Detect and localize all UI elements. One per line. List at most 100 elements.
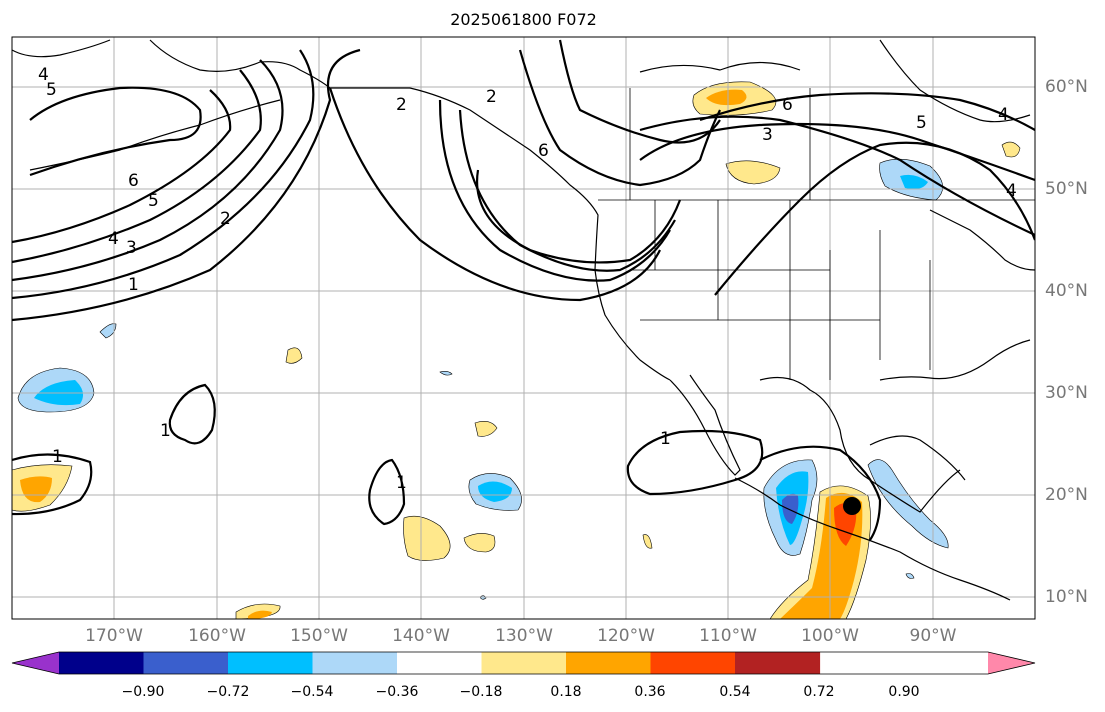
contour-line xyxy=(518,49,721,187)
gulf-coast xyxy=(759,377,961,513)
contour-line xyxy=(328,87,661,302)
contour-line xyxy=(458,109,676,272)
mexico-west xyxy=(734,477,1011,601)
lon-label: 130°W xyxy=(495,626,553,646)
colorbar-segment xyxy=(228,652,314,674)
positive-anomaly-core xyxy=(248,610,272,619)
yucatan xyxy=(869,435,966,481)
contour-line xyxy=(12,453,93,516)
contour-label: 4 xyxy=(38,65,49,85)
lon-label: 110°W xyxy=(699,626,757,646)
contour-label: 1 xyxy=(52,447,63,467)
positive-anomaly-area xyxy=(642,534,653,549)
lon-label: 140°W xyxy=(392,626,450,646)
colorbar xyxy=(11,651,1036,675)
contour-line xyxy=(558,39,721,144)
colorbar-tick-label: 0.36 xyxy=(634,684,666,700)
positive-anomaly-area xyxy=(403,515,451,561)
contour-label: 6 xyxy=(782,95,793,115)
negative-anomaly-area xyxy=(439,371,453,376)
contour-label: 2 xyxy=(220,209,231,229)
negative-anomaly-strong xyxy=(782,493,799,524)
contour-label: 2 xyxy=(486,87,497,107)
contour-label: 4 xyxy=(1006,181,1017,201)
contour-line xyxy=(626,429,764,496)
colorbar-tick-label: 0.72 xyxy=(803,684,835,700)
anomaly-shading xyxy=(12,81,1021,619)
negative-anomaly-area xyxy=(905,573,915,579)
colorbar-segment xyxy=(59,652,145,674)
lat-label: 40°N xyxy=(1045,281,1088,301)
lon-label: 170°W xyxy=(85,626,143,646)
lon-label: 120°W xyxy=(597,626,655,646)
colorbar-tick-label: −0.72 xyxy=(206,684,250,700)
hudson-bay xyxy=(879,39,1031,123)
contour-label: 1 xyxy=(160,421,171,441)
storm-center-marker xyxy=(843,497,861,515)
contour-line xyxy=(12,69,262,264)
colorbar-segment xyxy=(143,652,229,674)
contour-line xyxy=(699,92,1035,131)
lon-label: 90°W xyxy=(909,626,957,646)
colorbar-tick-label: −0.36 xyxy=(375,684,419,700)
canada-north xyxy=(639,61,801,73)
state-borders xyxy=(598,88,1035,380)
contour-label: 1 xyxy=(128,275,139,295)
contour-label: 3 xyxy=(762,125,773,145)
graticule xyxy=(12,37,1035,619)
lon-label: 150°W xyxy=(290,626,348,646)
positive-anomaly-area xyxy=(463,533,496,553)
contour-label: 1 xyxy=(660,429,671,449)
colorbar-extend-max xyxy=(988,652,1035,674)
contour-label: 6 xyxy=(538,141,549,161)
colorbar-tick-label: 0.90 xyxy=(888,684,920,700)
negative-anomaly-area xyxy=(99,323,117,339)
contour-line xyxy=(168,383,216,445)
contour-label: 3 xyxy=(126,238,137,258)
lon-label: 100°W xyxy=(801,626,859,646)
positive-anomaly-area xyxy=(474,421,498,437)
positive-anomaly-area xyxy=(1001,141,1021,158)
colorbar-outline xyxy=(11,651,1036,675)
contour-label: 4 xyxy=(108,229,119,249)
negative-anomaly-core xyxy=(478,481,512,502)
contour-label: 4 xyxy=(998,105,1009,125)
great-lakes xyxy=(929,209,1035,271)
contour-line xyxy=(12,59,284,282)
florida-coast xyxy=(879,339,1031,381)
contour-line xyxy=(438,99,671,282)
positive-anomaly-area xyxy=(725,160,781,185)
west-coast xyxy=(409,87,671,381)
positive-anomaly-area xyxy=(285,347,303,364)
contour-line xyxy=(368,458,406,526)
contour-lines xyxy=(12,39,1035,541)
colorbar-tick-label: 0.18 xyxy=(550,684,582,700)
colorbar-segment xyxy=(397,652,483,674)
contour-label: 5 xyxy=(916,113,927,133)
colorbar-segment xyxy=(650,652,736,674)
lat-label: 50°N xyxy=(1045,179,1088,199)
contour-line xyxy=(12,48,361,322)
contour-line xyxy=(29,86,202,177)
contour-labels: 4 5 6 5 4 3 2 1 2 2 6 6 3 5 4 4 1 1 1 1 xyxy=(38,65,1017,493)
alaska-coast xyxy=(149,39,410,89)
contour-label: 6 xyxy=(128,171,139,191)
lon-label: 160°W xyxy=(188,626,246,646)
colorbar-segment xyxy=(566,652,652,674)
contour-line xyxy=(639,115,1035,236)
colorbar-tick-label: −0.18 xyxy=(459,684,503,700)
contour-label: 5 xyxy=(46,80,57,100)
lat-label: 60°N xyxy=(1045,77,1088,97)
lat-label: 30°N xyxy=(1045,383,1088,403)
colorbar-tick-label: 0.54 xyxy=(719,684,751,700)
negative-anomaly-core xyxy=(900,174,928,190)
aleutians xyxy=(29,99,281,171)
contour-label: 1 xyxy=(396,473,407,493)
contour-line xyxy=(12,89,232,244)
colorbar-segment xyxy=(481,652,567,674)
positive-anomaly-core xyxy=(20,476,52,503)
colorbar-tick-label: −0.54 xyxy=(290,684,334,700)
contour-label: 5 xyxy=(148,191,159,211)
contour-line xyxy=(759,445,882,541)
